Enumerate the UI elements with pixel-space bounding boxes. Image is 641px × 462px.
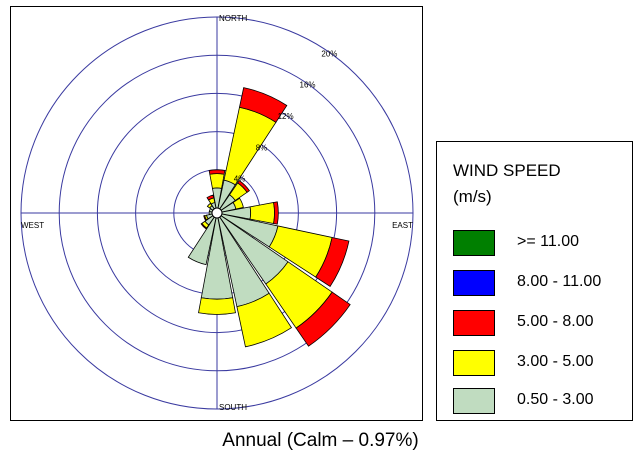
legend-swatch: [453, 388, 495, 414]
compass-label-north: NORTH: [219, 14, 248, 23]
ring-labels: 4% 8% 12% 16% 20%: [234, 49, 338, 183]
legend-swatch: [453, 230, 495, 256]
legend-title-line2: (m/s): [453, 187, 492, 206]
ring-label: 12%: [278, 112, 294, 121]
petal-segment: [198, 297, 236, 315]
wind-petals: [187, 87, 351, 348]
petal-segment: [206, 194, 215, 201]
legend-label: >= 11.00: [517, 233, 579, 250]
compass-label-west: WEST: [21, 221, 44, 230]
legend-swatch: [453, 270, 495, 296]
chart-caption: Annual (Calm – 0.97%): [222, 430, 419, 451]
petal-segment: [237, 179, 251, 193]
legend-label: 5.00 - 8.00: [517, 313, 594, 330]
petal-segment: [208, 169, 226, 175]
legend-item: 0.50 - 3.00: [453, 388, 628, 414]
legend-swatch: [453, 350, 495, 376]
ring-label: 4%: [234, 175, 246, 184]
wind-rose-chart: 4% 8% 12% 16% 20% NORTH SOUTH EAST WEST: [20, 14, 414, 412]
petal-segment: [295, 291, 351, 347]
petal-segment: [315, 236, 350, 288]
ring-label: 20%: [321, 49, 337, 58]
compass-label-east: EAST: [392, 221, 413, 230]
petal-segment: [273, 201, 279, 225]
legend-item: 5.00 - 8.00: [453, 310, 628, 336]
legend-title-line1: WIND SPEED: [453, 161, 561, 180]
petal-segment: [200, 222, 208, 230]
ring-label: 8%: [256, 143, 268, 152]
wind-speed-legend: WIND SPEED (m/s) >= 11.00 8.00 - 11.00 5…: [436, 141, 633, 421]
legend-label: 3.00 - 5.00: [517, 353, 594, 370]
ring-label: 16%: [300, 81, 316, 90]
legend-label: 0.50 - 3.00: [517, 391, 594, 408]
petal-segment: [239, 87, 288, 123]
compass-label-south: SOUTH: [219, 403, 247, 412]
legend-swatch: [453, 310, 495, 336]
legend-item: >= 11.00: [453, 230, 628, 256]
petal-segment: [232, 197, 244, 210]
legend-item: 3.00 - 5.00: [453, 350, 628, 376]
legend-label: 8.00 - 11.00: [517, 273, 602, 290]
petal-segment: [236, 292, 293, 348]
petal-segment: [223, 106, 277, 186]
petal-segment: [203, 215, 207, 221]
calm-circle: [211, 207, 223, 219]
wind-rose-panel: 4% 8% 12% 16% 20% NORTH SOUTH EAST WEST: [10, 6, 423, 421]
petal-segment: [209, 173, 225, 189]
legend-item: 8.00 - 11.00: [453, 270, 628, 296]
legend-title: WIND SPEED (m/s): [453, 158, 561, 210]
petal-segment: [249, 202, 275, 224]
